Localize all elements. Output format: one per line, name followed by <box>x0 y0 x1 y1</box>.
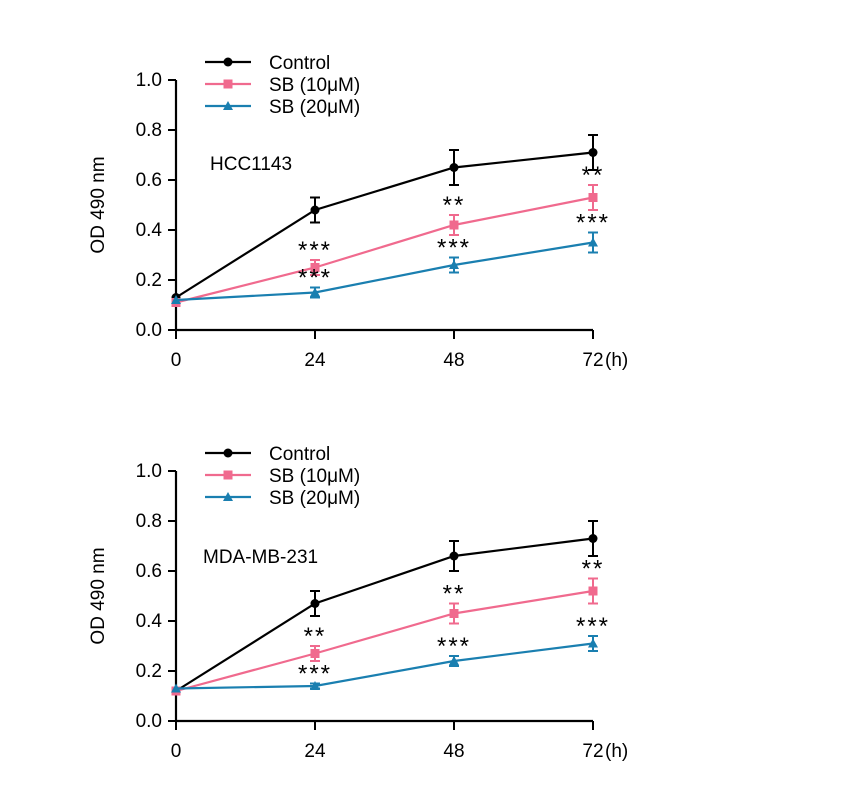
y-tick-label: 0.2 <box>136 661 162 682</box>
series-2: ******* <box>171 162 605 307</box>
legend-marker <box>223 57 233 67</box>
data-point <box>588 193 598 202</box>
significance-label: *** <box>576 210 610 237</box>
y-tick-label: 0.4 <box>136 220 163 241</box>
data-point <box>310 681 320 690</box>
y-tick-label: 0.2 <box>136 270 162 291</box>
data-point <box>449 260 459 269</box>
y-tick-label: 1.0 <box>136 461 162 482</box>
x-tick-label: 24 <box>304 741 326 762</box>
significance-label: *** <box>437 235 471 262</box>
series-1 <box>171 520 598 696</box>
series-line <box>175 589 594 693</box>
series-line <box>175 537 594 692</box>
y-axis-label: OD 490 nm <box>88 156 109 253</box>
significance-label: ** <box>443 192 466 219</box>
significance-label: ** <box>582 162 605 189</box>
y-tick-label: 0.8 <box>136 120 162 141</box>
legend-marker <box>223 448 233 458</box>
data-point <box>588 534 598 543</box>
data-point <box>449 551 459 561</box>
series-line <box>175 642 594 690</box>
data-point <box>449 656 459 665</box>
data-point <box>310 599 320 608</box>
significance-label: ** <box>582 556 605 583</box>
y-tick-label: 0.4 <box>136 611 163 632</box>
significance-label: ** <box>443 581 466 608</box>
series-line <box>175 151 594 299</box>
legend-entry-2: SB (10μM) <box>205 75 360 96</box>
y-axis-label: OD 490 nm <box>88 547 109 644</box>
x-tick-label: 48 <box>443 741 464 762</box>
data-point <box>449 609 459 618</box>
legend-label: Control <box>269 444 330 465</box>
data-point <box>449 220 459 230</box>
legend-marker <box>223 101 233 110</box>
legend-marker <box>223 492 233 501</box>
y-tick-label: 0.0 <box>136 320 162 341</box>
data-point <box>310 205 320 215</box>
legend-marker <box>223 79 233 89</box>
data-point <box>171 295 181 304</box>
legend-label: SB (20μM) <box>269 97 360 118</box>
data-point <box>171 683 181 693</box>
x-tick-label: 0 <box>171 350 182 371</box>
data-point <box>310 287 320 297</box>
series-2: ****** <box>171 556 605 696</box>
legend-entry-1: Control <box>205 53 330 74</box>
x-axis-unit: (h) <box>605 741 628 762</box>
x-tick-label: 72 <box>582 741 603 762</box>
data-point <box>588 148 598 157</box>
legend-label: SB (10μM) <box>269 75 360 96</box>
series-line <box>175 241 594 302</box>
significance-label: *** <box>437 633 471 660</box>
chart-panel-1: 0.0 0.2 0.4 0.6 0.8 1.0 0 24 48 72 (h) OD 490 nm HCC… <box>88 53 628 371</box>
legend-label: SB (20μM) <box>269 488 360 509</box>
series-3: *** *** *** <box>171 613 610 693</box>
cell-line-annotation: MDA-MB-231 <box>203 547 318 568</box>
data-point <box>310 649 320 658</box>
legend-label: Control <box>269 53 330 74</box>
legend-entry-2: SB (10μM) <box>205 466 360 487</box>
cell-line-annotation: HCC1143 <box>210 154 292 175</box>
data-point <box>588 638 598 648</box>
significance-label: *** <box>298 661 332 688</box>
x-tick-label: 24 <box>304 350 326 371</box>
legend-entry-3: SB (20μM) <box>205 488 360 509</box>
data-point <box>310 263 320 272</box>
x-tick-label: 48 <box>443 350 464 371</box>
y-tick-label: 1.0 <box>136 70 162 91</box>
legend-marker <box>223 470 233 480</box>
chart-panel-2: 0.0 0.2 0.4 0.6 0.8 1.0 0 24 48 72 (h) OD 490 nm MDA… <box>88 444 628 762</box>
series-1 <box>171 134 598 302</box>
y-tick-label: 0.8 <box>136 511 162 532</box>
x-tick-label: 0 <box>171 741 182 762</box>
x-axis-unit: (h) <box>605 350 628 371</box>
series-line <box>175 196 594 304</box>
data-point <box>449 163 459 172</box>
significance-label: *** <box>298 237 332 264</box>
y-tick-label: 0.0 <box>136 711 162 732</box>
significance-label: *** <box>298 265 332 292</box>
legend-entry-1: Control <box>205 444 330 465</box>
data-point <box>588 237 598 247</box>
significance-label: *** <box>576 613 610 640</box>
x-tick-label: 72 <box>582 350 603 371</box>
legend-entry-3: SB (20μM) <box>205 97 360 118</box>
y-tick-label: 0.6 <box>136 170 162 191</box>
series-3: ********* <box>171 210 610 304</box>
legend-label: SB (10μM) <box>269 466 360 487</box>
data-point <box>588 586 598 596</box>
y-tick-label: 0.6 <box>136 561 162 582</box>
significance-label: ** <box>304 623 327 650</box>
